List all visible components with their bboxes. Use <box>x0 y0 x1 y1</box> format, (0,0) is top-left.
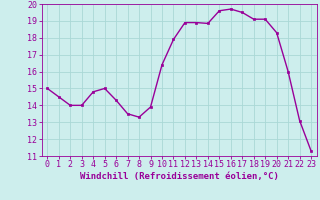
X-axis label: Windchill (Refroidissement éolien,°C): Windchill (Refroidissement éolien,°C) <box>80 172 279 181</box>
